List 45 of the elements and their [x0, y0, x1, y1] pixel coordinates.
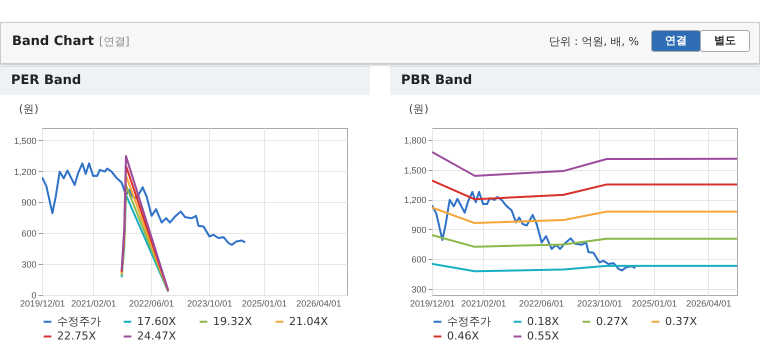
y-tick-label: 600: [411, 254, 426, 265]
legend-label: 19.32X: [213, 314, 252, 328]
legend-label: 22.75X: [57, 330, 96, 342]
legend-label: 0.46X: [447, 330, 480, 342]
legend-label: 수정주가: [57, 314, 101, 328]
x-tick-label: 2019/12/01: [20, 298, 66, 308]
legend-label: 21.04X: [289, 314, 328, 328]
toggle-button: 연결: [651, 30, 701, 52]
x-tick-label: 2021/02/01: [71, 298, 116, 308]
y-tick-label: 1,500: [404, 165, 426, 176]
legend-label: 0.37X: [665, 314, 698, 328]
legend-label: 수정주가: [447, 314, 491, 328]
x-tick-label: 2025/01/01: [242, 298, 287, 308]
y-tick-label: 1,200: [404, 195, 426, 206]
y-tick-label: 600: [21, 228, 36, 239]
y-tick-label: 1,800: [404, 135, 426, 146]
x-tick-label: 2025/01/01: [632, 298, 677, 308]
chart-title: PBR Band: [401, 73, 472, 88]
y-tick-label: 300: [411, 284, 426, 295]
y-axis-title: (원): [408, 102, 428, 116]
x-tick-label: 2022/06/01: [519, 298, 564, 308]
text: Band Chart: [12, 34, 94, 49]
x-tick-label: 2026/04/01: [686, 298, 732, 308]
chart-title: PER Band: [11, 73, 82, 88]
legend-label: 0.55X: [527, 330, 560, 342]
y-tick-label: 900: [21, 198, 36, 208]
text: 단위 : 억원, 배, %: [548, 34, 639, 49]
toggle-button: 별도: [700, 30, 750, 52]
y-tick-label: 300: [21, 260, 36, 270]
x-tick-label: 2023/10/01: [187, 298, 232, 308]
x-tick-label: 2023/10/01: [577, 298, 622, 308]
y-tick-label: 1,200: [14, 166, 36, 177]
y-tick-label: 900: [411, 224, 426, 235]
y-axis-title: (원): [18, 102, 38, 116]
x-tick-label: 2026/04/01: [296, 298, 342, 308]
x-tick-label: 2022/06/01: [129, 298, 174, 308]
y-tick-label: 1,500: [14, 136, 36, 146]
y-tick-label: 0: [31, 290, 36, 300]
legend-label: 0.18X: [527, 314, 560, 328]
legend-label: 17.60X: [137, 314, 176, 328]
legend-label: 0.27X: [596, 314, 628, 328]
legend-label: 24.47X: [137, 330, 176, 342]
x-tick-label: 2019/12/01: [410, 298, 456, 308]
text: [연결]: [99, 34, 130, 49]
x-tick-label: 2021/02/01: [461, 298, 506, 308]
